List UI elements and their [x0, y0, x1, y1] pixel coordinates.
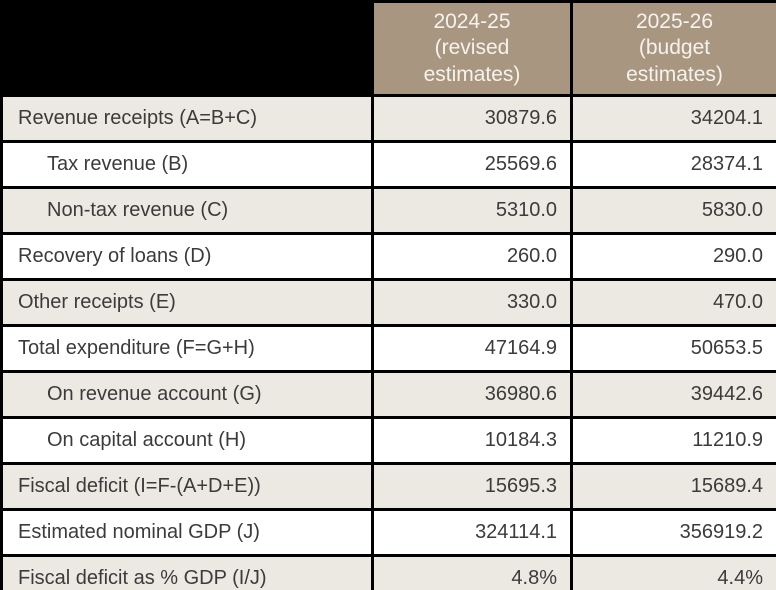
- value-cell: 324114.1: [371, 508, 573, 557]
- value-cell: 15695.3: [371, 462, 573, 511]
- value-cell: 39442.6: [570, 370, 776, 419]
- value-cell: 290.0: [570, 232, 776, 281]
- table-row-on-revenue-account: On revenue account (G) 36980.6 39442.6: [0, 370, 776, 419]
- value-cell: 28374.1: [570, 140, 776, 189]
- table-row-fiscal-deficit-pct-gdp: Fiscal deficit as % GDP (I/J) 4.8% 4.4%: [0, 554, 776, 590]
- row-label: Tax revenue (B): [0, 140, 374, 189]
- row-label: Non-tax revenue (C): [0, 186, 374, 235]
- table-body: Revenue receipts (A=B+C) 30879.6 34204.1…: [0, 94, 776, 590]
- row-label: On capital account (H): [0, 416, 374, 465]
- value-cell: 330.0: [371, 278, 573, 327]
- value-cell: 50653.5: [570, 324, 776, 373]
- col-header-2025-26-budget: 2025-26 (budget estimates): [570, 0, 776, 97]
- row-label: Fiscal deficit (I=F-(A+D+E)): [0, 462, 374, 511]
- row-label: Other receipts (E): [0, 278, 374, 327]
- row-label: Estimated nominal GDP (J): [0, 508, 374, 557]
- value-cell: 4.8%: [371, 554, 573, 590]
- header-corner-blank: [0, 0, 374, 97]
- table-row-tax-revenue: Tax revenue (B) 25569.6 28374.1: [0, 140, 776, 189]
- value-cell: 36980.6: [371, 370, 573, 419]
- table-row-other-receipts: Other receipts (E) 330.0 470.0: [0, 278, 776, 327]
- value-cell: 15689.4: [570, 462, 776, 511]
- value-cell: 5830.0: [570, 186, 776, 235]
- value-cell: 10184.3: [371, 416, 573, 465]
- table-row-total-expenditure: Total expenditure (F=G+H) 47164.9 50653.…: [0, 324, 776, 373]
- table-row-revenue-receipts: Revenue receipts (A=B+C) 30879.6 34204.1: [0, 94, 776, 143]
- table-header: 2024-25 (revised estimates) 2025-26 (bud…: [0, 0, 776, 97]
- row-label: Recovery of loans (D): [0, 232, 374, 281]
- value-cell: 30879.6: [371, 94, 573, 143]
- row-label: Total expenditure (F=G+H): [0, 324, 374, 373]
- value-cell: 25569.6: [371, 140, 573, 189]
- row-label: Fiscal deficit as % GDP (I/J): [0, 554, 374, 590]
- value-cell: 260.0: [371, 232, 573, 281]
- header-row: 2024-25 (revised estimates) 2025-26 (bud…: [0, 0, 776, 97]
- table-row-estimated-nominal-gdp: Estimated nominal GDP (J) 324114.1 35691…: [0, 508, 776, 557]
- value-cell: 34204.1: [570, 94, 776, 143]
- row-label: Revenue receipts (A=B+C): [0, 94, 374, 143]
- value-cell: 5310.0: [371, 186, 573, 235]
- table-row-recovery-of-loans: Recovery of loans (D) 260.0 290.0: [0, 232, 776, 281]
- value-cell: 47164.9: [371, 324, 573, 373]
- value-cell: 356919.2: [570, 508, 776, 557]
- col-header-2024-25-revised: 2024-25 (revised estimates): [371, 0, 573, 97]
- table-row-non-tax-revenue: Non-tax revenue (C) 5310.0 5830.0: [0, 186, 776, 235]
- value-cell: 470.0: [570, 278, 776, 327]
- row-label: On revenue account (G): [0, 370, 374, 419]
- table-row-fiscal-deficit: Fiscal deficit (I=F-(A+D+E)) 15695.3 156…: [0, 462, 776, 511]
- value-cell: 4.4%: [570, 554, 776, 590]
- table-row-on-capital-account: On capital account (H) 10184.3 11210.9: [0, 416, 776, 465]
- value-cell: 11210.9: [570, 416, 776, 465]
